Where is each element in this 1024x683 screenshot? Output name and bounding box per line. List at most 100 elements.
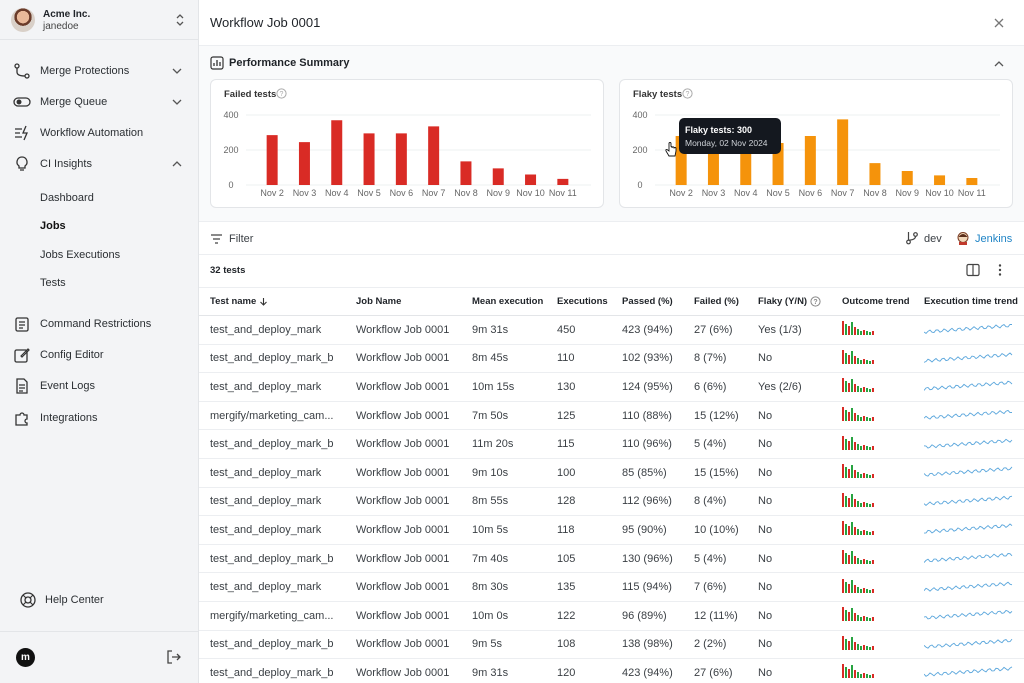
chevron-up-down-icon[interactable] bbox=[174, 12, 186, 28]
test-name-cell[interactable]: test_and_deploy_mark_b bbox=[199, 544, 345, 574]
chevron-down-icon[interactable] bbox=[171, 96, 183, 108]
logout-icon[interactable] bbox=[166, 649, 182, 665]
chevron-down-icon[interactable] bbox=[171, 65, 183, 77]
chart-bar[interactable] bbox=[460, 161, 472, 185]
table-row[interactable]: test_and_deploy_mark Workflow Job 0001 10m… bbox=[199, 372, 1024, 402]
chart-bar[interactable] bbox=[331, 120, 343, 185]
outcome-bar bbox=[842, 607, 844, 622]
jenkins-icon bbox=[957, 232, 969, 245]
x-tick-label: Nov 5 bbox=[766, 188, 790, 198]
test-name-cell[interactable]: test_and_deploy_mark_b bbox=[199, 630, 345, 660]
chart-bar[interactable] bbox=[298, 142, 310, 185]
table-row[interactable]: test_and_deploy_mark_b Workflow Job 0001 7… bbox=[199, 544, 1024, 574]
column-header-job-name[interactable]: Job Name bbox=[345, 287, 461, 316]
test-name-cell[interactable]: test_and_deploy_mark bbox=[199, 458, 345, 488]
table-row[interactable]: test_and_deploy_mark Workflow Job 0001 10m… bbox=[199, 515, 1024, 545]
chart-bar[interactable] bbox=[966, 178, 978, 185]
chart-bar[interactable] bbox=[675, 136, 687, 185]
table-row[interactable]: test_and_deploy_mark Workflow Job 0001 8m … bbox=[199, 572, 1024, 602]
sidebar-item-ci-insights[interactable]: CI Insights bbox=[0, 150, 199, 178]
y-tick-label: 0 bbox=[228, 180, 233, 190]
table-row[interactable]: test_and_deploy_mark_b Workflow Job 0001 1… bbox=[199, 429, 1024, 459]
sidebar-item-workflow-automation[interactable]: Workflow Automation bbox=[0, 119, 199, 147]
sidebar-item-merge-queue[interactable]: Merge Queue bbox=[0, 88, 199, 116]
chart-bar[interactable] bbox=[901, 171, 913, 185]
test-name-cell[interactable]: mergify/marketing_cam... bbox=[199, 401, 345, 431]
more-vertical-icon[interactable] bbox=[993, 263, 1007, 277]
column-header-flaky[interactable]: Flaky (Y/N)? bbox=[747, 287, 831, 316]
sidebar-subitem-tests[interactable]: Tests bbox=[40, 277, 66, 289]
x-tick-label: Nov 3 bbox=[293, 188, 317, 198]
column-header-passed[interactable]: Passed (%) bbox=[611, 287, 683, 316]
help-center-link[interactable]: Help Center bbox=[0, 587, 199, 613]
chart-bar[interactable] bbox=[557, 178, 569, 185]
chevron-up-icon[interactable] bbox=[171, 158, 183, 170]
chart-bar[interactable] bbox=[740, 150, 752, 185]
column-header-executions[interactable]: Executions bbox=[546, 287, 611, 316]
outcome-bar bbox=[842, 435, 844, 450]
help-circle-icon[interactable]: ? bbox=[682, 88, 693, 99]
chart-bar[interactable] bbox=[837, 119, 849, 185]
column-header-execution-time-trend[interactable]: Execution time trend bbox=[913, 287, 1024, 316]
filter-icon[interactable] bbox=[210, 233, 223, 245]
sidebar-subitem-jobs-executions[interactable]: Jobs Executions bbox=[40, 249, 121, 261]
sidebar-subitem-dashboard[interactable]: Dashboard bbox=[40, 192, 94, 204]
chart-bar[interactable] bbox=[804, 136, 816, 185]
test-name-cell[interactable]: test_and_deploy_mark_b bbox=[199, 658, 345, 683]
filter-button[interactable]: Filter bbox=[229, 233, 254, 245]
table-row[interactable]: test_and_deploy_mark_b Workflow Job 0001 9… bbox=[199, 658, 1024, 683]
sidebar-item-event-logs[interactable]: Event Logs bbox=[0, 372, 199, 400]
chart-bar[interactable] bbox=[525, 174, 537, 186]
sidebar-footer: m bbox=[0, 631, 199, 683]
sidebar-item-integrations[interactable]: Integrations bbox=[0, 404, 199, 432]
branch-selector[interactable]: dev bbox=[924, 233, 942, 245]
job-name-cell: Workflow Job 0001 bbox=[345, 315, 461, 345]
sidebar-subitem-jobs[interactable]: Jobs bbox=[40, 220, 66, 232]
sidebar-item-merge-protections[interactable]: Merge Protections bbox=[0, 57, 199, 85]
chart-bar[interactable] bbox=[772, 143, 784, 185]
columns-icon[interactable] bbox=[966, 263, 980, 277]
help-circle-icon[interactable]: ? bbox=[810, 296, 821, 307]
chart-bar[interactable] bbox=[428, 126, 440, 185]
ci-provider-link[interactable]: Jenkins bbox=[975, 233, 1013, 245]
table-row[interactable]: mergify/marketing_cam... Workflow Job 000… bbox=[199, 401, 1024, 431]
outcome-bar bbox=[863, 330, 865, 336]
column-header-mean-execution[interactable]: Mean execution bbox=[461, 287, 546, 316]
column-header-outcome-trend[interactable]: Outcome trend bbox=[831, 287, 913, 316]
test-name-cell[interactable]: mergify/marketing_cam... bbox=[199, 601, 345, 631]
sidebar-item-command-restrictions[interactable]: Command Restrictions bbox=[0, 310, 199, 338]
arrow-down-icon[interactable] bbox=[259, 297, 268, 306]
column-header-failed[interactable]: Failed (%) bbox=[683, 287, 747, 316]
chevron-up-icon[interactable] bbox=[993, 58, 1005, 70]
help-circle-icon[interactable]: ? bbox=[276, 88, 287, 99]
sidebar-item-config-editor[interactable]: Config Editor bbox=[0, 341, 199, 369]
table-row[interactable]: test_and_deploy_mark_b Workflow Job 0001 9… bbox=[199, 630, 1024, 660]
org-switcher[interactable]: Acme Inc. janedoe bbox=[0, 0, 199, 40]
table-toolbar: 32 tests bbox=[199, 255, 1024, 287]
table-row[interactable]: test_and_deploy_mark Workflow Job 0001 9m … bbox=[199, 458, 1024, 488]
table-row[interactable]: test_and_deploy_mark Workflow Job 0001 8m … bbox=[199, 487, 1024, 517]
outcome-bar bbox=[869, 532, 871, 536]
chart-bar[interactable] bbox=[934, 175, 946, 185]
table-row[interactable]: mergify/marketing_cam... Workflow Job 000… bbox=[199, 601, 1024, 631]
job-name-cell: Workflow Job 0001 bbox=[345, 630, 461, 660]
chart-bar[interactable] bbox=[869, 163, 881, 185]
chart-bar[interactable] bbox=[492, 168, 504, 185]
table-row[interactable]: test_and_deploy_mark Workflow Job 0001 9m … bbox=[199, 315, 1024, 345]
chart-bar[interactable] bbox=[395, 133, 407, 185]
test-name-cell[interactable]: test_and_deploy_mark_b bbox=[199, 429, 345, 459]
column-header-test-name[interactable]: Test name bbox=[199, 287, 345, 316]
close-icon[interactable] bbox=[992, 16, 1006, 30]
chart-bar[interactable] bbox=[363, 133, 375, 185]
test-name-cell[interactable]: test_and_deploy_mark bbox=[199, 515, 345, 545]
test-name-cell[interactable]: test_and_deploy_mark bbox=[199, 315, 345, 345]
outcome-bar bbox=[869, 561, 871, 565]
test-name-cell[interactable]: test_and_deploy_mark_b bbox=[199, 344, 345, 374]
test-count: 32 tests bbox=[210, 265, 246, 276]
test-name-cell[interactable]: test_and_deploy_mark bbox=[199, 487, 345, 517]
test-name-cell[interactable]: test_and_deploy_mark bbox=[199, 372, 345, 402]
chart-bar[interactable] bbox=[707, 148, 719, 185]
table-row[interactable]: test_and_deploy_mark_b Workflow Job 0001 8… bbox=[199, 344, 1024, 374]
chart-bar[interactable] bbox=[266, 135, 278, 185]
test-name-cell[interactable]: test_and_deploy_mark bbox=[199, 572, 345, 602]
